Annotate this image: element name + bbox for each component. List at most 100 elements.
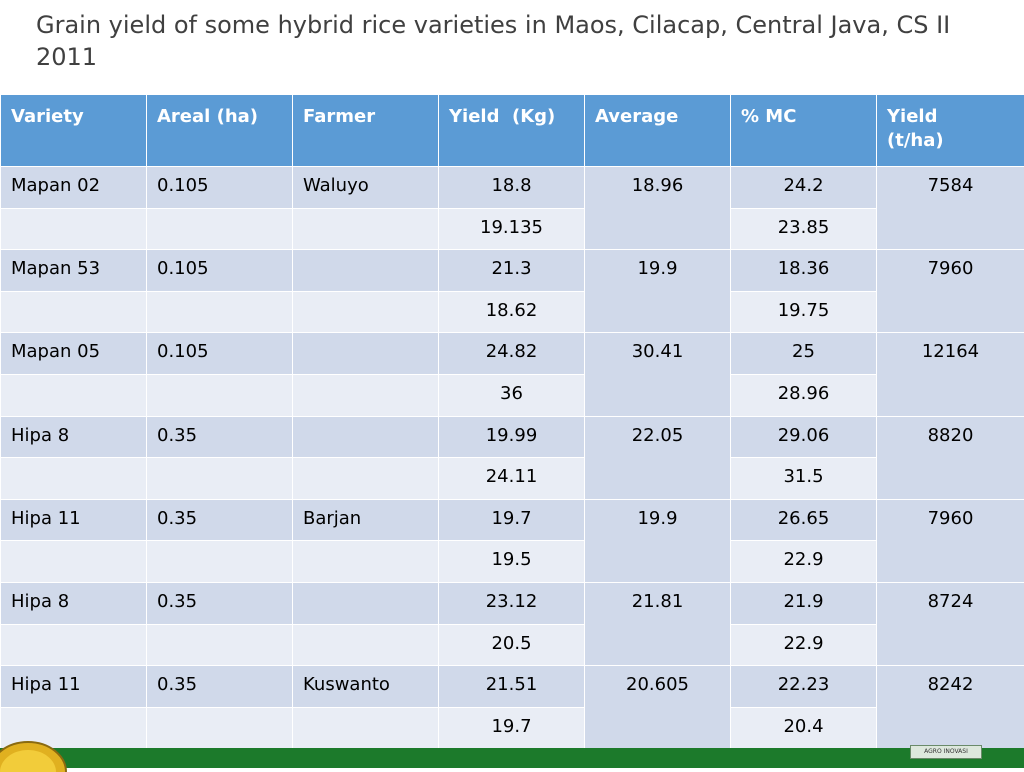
cell-mc: 29.06 bbox=[731, 416, 877, 458]
grain-yield-table: Variety Areal (ha) Farmer Yield (Kg) Ave… bbox=[0, 94, 1024, 749]
cell-yield-kg: 24.82 bbox=[439, 333, 585, 375]
cell-yield-tha: 8724 bbox=[877, 582, 1024, 665]
cell-areal: 0.105 bbox=[147, 333, 293, 375]
cell-farmer bbox=[293, 624, 439, 666]
cell-farmer bbox=[293, 291, 439, 333]
cell-variety: Mapan 53 bbox=[1, 250, 147, 292]
emblem-logo-icon bbox=[0, 738, 68, 772]
cell-areal bbox=[147, 291, 293, 333]
cell-yield-kg: 18.8 bbox=[439, 167, 585, 209]
cell-yield-tha: 12164 bbox=[877, 333, 1024, 416]
cell-variety bbox=[1, 374, 147, 416]
cell-farmer bbox=[293, 208, 439, 250]
cell-mc: 22.9 bbox=[731, 624, 877, 666]
cell-areal bbox=[147, 458, 293, 500]
table-row: 36 28.96 bbox=[1, 374, 1024, 416]
cell-yield-tha: 7584 bbox=[877, 167, 1024, 250]
cell-areal bbox=[147, 624, 293, 666]
cell-farmer bbox=[293, 250, 439, 292]
cell-mc: 18.36 bbox=[731, 250, 877, 292]
cell-yield-kg: 19.135 bbox=[439, 208, 585, 250]
cell-average: 19.9 bbox=[585, 250, 731, 333]
cell-areal bbox=[147, 541, 293, 583]
table-row: 19.7 20.4 bbox=[1, 707, 1024, 749]
cell-mc: 24.2 bbox=[731, 167, 877, 209]
cell-yield-kg: 18.62 bbox=[439, 291, 585, 333]
cell-mc: 22.23 bbox=[731, 666, 877, 708]
cell-mc: 20.4 bbox=[731, 707, 877, 749]
cell-average: 20.605 bbox=[585, 666, 731, 749]
cell-areal: 0.35 bbox=[147, 666, 293, 708]
cell-areal bbox=[147, 374, 293, 416]
cell-farmer bbox=[293, 333, 439, 375]
cell-mc: 22.9 bbox=[731, 541, 877, 583]
cell-farmer bbox=[293, 707, 439, 749]
footer-bar bbox=[0, 748, 1024, 768]
cell-areal: 0.35 bbox=[147, 416, 293, 458]
cell-farmer bbox=[293, 374, 439, 416]
cell-variety: Hipa 11 bbox=[1, 499, 147, 541]
cell-variety: Hipa 8 bbox=[1, 582, 147, 624]
table-row: 19.5 22.9 bbox=[1, 541, 1024, 583]
cell-mc: 23.85 bbox=[731, 208, 877, 250]
header-yield-kg: Yield (Kg) bbox=[439, 95, 585, 167]
cell-areal bbox=[147, 208, 293, 250]
cell-areal: 0.35 bbox=[147, 582, 293, 624]
cell-farmer: Waluyo bbox=[293, 167, 439, 209]
cell-farmer: Barjan bbox=[293, 499, 439, 541]
cell-yield-kg: 20.5 bbox=[439, 624, 585, 666]
cell-areal bbox=[147, 707, 293, 749]
cell-mc: 28.96 bbox=[731, 374, 877, 416]
slide-title: Grain yield of some hybrid rice varietie… bbox=[36, 9, 996, 73]
cell-mc: 26.65 bbox=[731, 499, 877, 541]
cell-areal: 0.105 bbox=[147, 167, 293, 209]
header-farmer: Farmer bbox=[293, 95, 439, 167]
agro-inovasi-logo: AGRO INOVASI bbox=[910, 745, 982, 759]
cell-yield-kg: 21.3 bbox=[439, 250, 585, 292]
header-average: Average bbox=[585, 95, 731, 167]
header-areal: Areal (ha) bbox=[147, 95, 293, 167]
cell-yield-tha: 8820 bbox=[877, 416, 1024, 499]
cell-yield-kg: 23.12 bbox=[439, 582, 585, 624]
cell-yield-tha: 7960 bbox=[877, 499, 1024, 582]
cell-average: 30.41 bbox=[585, 333, 731, 416]
table-row: 20.5 22.9 bbox=[1, 624, 1024, 666]
cell-mc: 25 bbox=[731, 333, 877, 375]
cell-farmer bbox=[293, 582, 439, 624]
cell-variety: Mapan 02 bbox=[1, 167, 147, 209]
table-header-row: Variety Areal (ha) Farmer Yield (Kg) Ave… bbox=[1, 95, 1024, 167]
cell-average: 18.96 bbox=[585, 167, 731, 250]
cell-yield-kg: 19.99 bbox=[439, 416, 585, 458]
cell-variety bbox=[1, 624, 147, 666]
cell-variety bbox=[1, 541, 147, 583]
cell-mc: 21.9 bbox=[731, 582, 877, 624]
cell-yield-kg: 19.7 bbox=[439, 707, 585, 749]
cell-areal: 0.105 bbox=[147, 250, 293, 292]
cell-mc: 19.75 bbox=[731, 291, 877, 333]
header-mc: % MC bbox=[731, 95, 877, 167]
cell-farmer bbox=[293, 458, 439, 500]
cell-yield-kg: 19.7 bbox=[439, 499, 585, 541]
cell-yield-kg: 19.5 bbox=[439, 541, 585, 583]
cell-yield-tha: 7960 bbox=[877, 250, 1024, 333]
cell-yield-kg: 24.11 bbox=[439, 458, 585, 500]
cell-average: 21.81 bbox=[585, 582, 731, 665]
table-row: 18.62 19.75 bbox=[1, 291, 1024, 333]
cell-yield-tha: 8242 bbox=[877, 666, 1024, 749]
cell-variety bbox=[1, 458, 147, 500]
cell-yield-kg: 36 bbox=[439, 374, 585, 416]
cell-average: 19.9 bbox=[585, 499, 731, 582]
cell-average: 22.05 bbox=[585, 416, 731, 499]
header-variety: Variety bbox=[1, 95, 147, 167]
header-yield-tha: Yield (t/ha) bbox=[877, 95, 1024, 167]
cell-farmer bbox=[293, 541, 439, 583]
